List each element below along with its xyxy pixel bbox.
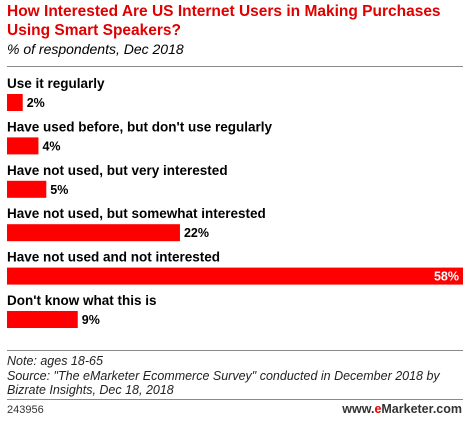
bottom-divider xyxy=(7,350,463,351)
brand-e: e xyxy=(374,402,382,416)
chart-subtitle: % of respondents, Dec 2018 xyxy=(7,41,184,57)
category-label: Have used before, but don't use regularl… xyxy=(7,119,273,134)
footnote: Note: ages 18-65 xyxy=(7,354,103,368)
bar-chart: Use it regularly 2% Have used before, but … xyxy=(7,76,463,328)
value-label: 9% xyxy=(82,313,100,327)
chart-id: 243956 xyxy=(7,404,44,416)
value-label: 22% xyxy=(184,226,209,240)
bar xyxy=(7,267,463,285)
brand-suffix: Marketer.com xyxy=(381,402,462,416)
value-label: 58% xyxy=(434,270,459,284)
category-label: Have not used and not interested xyxy=(7,250,220,265)
brand-link[interactable]: www.eMarketer.com xyxy=(342,402,462,416)
bar xyxy=(7,137,39,155)
top-divider xyxy=(7,66,463,67)
bar xyxy=(7,180,47,198)
value-label: 5% xyxy=(50,183,68,197)
value-label: 4% xyxy=(42,139,60,153)
category-label: Don't know what this is xyxy=(7,293,156,308)
category-label: Have not used, but very interested xyxy=(7,163,228,178)
category-label: Use it regularly xyxy=(7,76,105,91)
value-label: 2% xyxy=(27,96,45,110)
category-label: Have not used, but somewhat interested xyxy=(7,206,266,221)
brand-prefix: www. xyxy=(342,402,375,416)
source-text: Source: "The eMarketer Ecommerce Survey"… xyxy=(7,369,440,397)
bar xyxy=(7,224,180,242)
bar xyxy=(7,94,23,111)
bar xyxy=(7,311,78,328)
chart-title: How Interested Are US Internet Users in … xyxy=(7,3,441,39)
footer-divider xyxy=(7,399,463,400)
